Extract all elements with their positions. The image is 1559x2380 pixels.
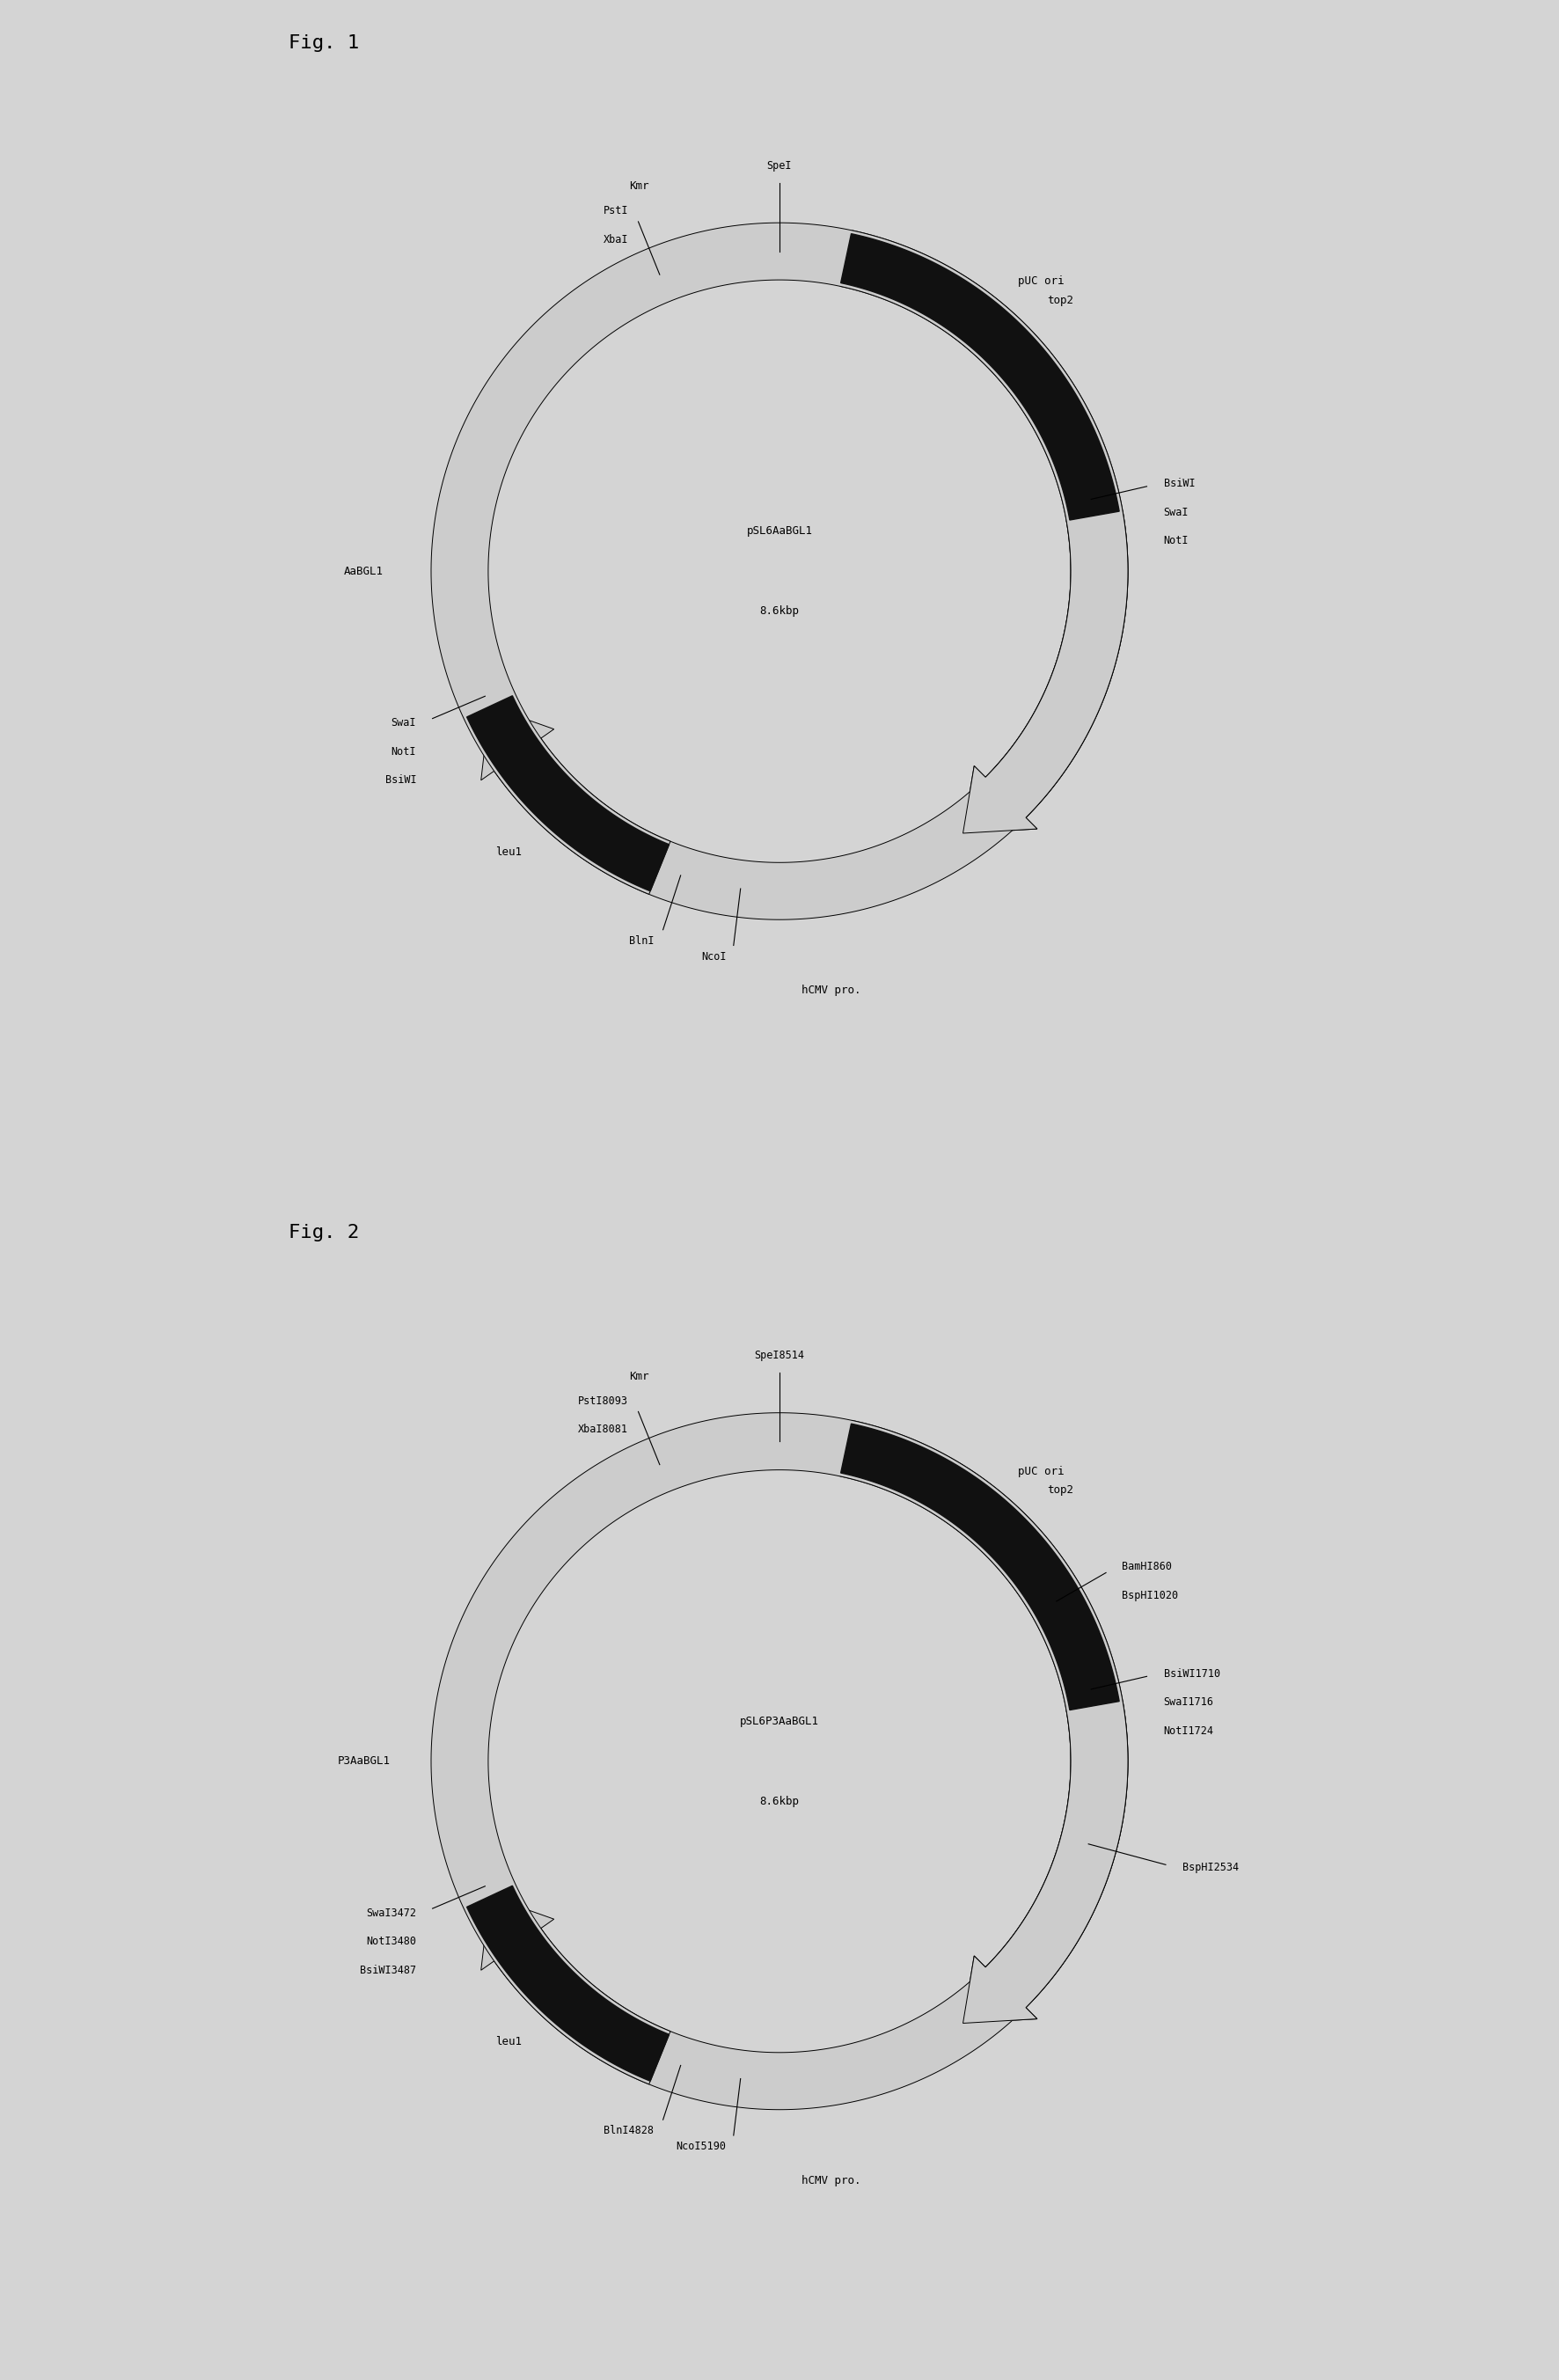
Text: BlnI: BlnI (628, 935, 653, 947)
Text: 8.6kbp: 8.6kbp (759, 1795, 800, 1806)
Text: Fig. 2: Fig. 2 (288, 1223, 359, 1242)
Text: leu1: leu1 (496, 847, 522, 857)
Text: SwaI: SwaI (391, 716, 416, 728)
Text: Fig. 1: Fig. 1 (288, 33, 359, 52)
Text: SwaI1716: SwaI1716 (1163, 1697, 1214, 1709)
Polygon shape (840, 1423, 1119, 1709)
Text: NcoI: NcoI (702, 952, 726, 962)
Text: leu1: leu1 (496, 2037, 522, 2047)
Text: pUC ori: pUC ori (1018, 1466, 1063, 1478)
Text: BamHI860: BamHI860 (1121, 1561, 1172, 1573)
Text: BsiWI1710: BsiWI1710 (1163, 1668, 1221, 1680)
Text: hCMV pro.: hCMV pro. (801, 2175, 861, 2185)
Text: NotI1724: NotI1724 (1163, 1726, 1214, 1737)
Polygon shape (840, 231, 1127, 833)
Text: SpeI: SpeI (767, 159, 792, 171)
Text: BspHI1020: BspHI1020 (1121, 1590, 1179, 1602)
Text: SpeI8514: SpeI8514 (755, 1349, 804, 1361)
Polygon shape (840, 1421, 1127, 2023)
Text: pSL6AaBGL1: pSL6AaBGL1 (747, 526, 812, 538)
Text: BsiWI: BsiWI (385, 774, 416, 785)
Polygon shape (482, 512, 1127, 919)
Text: AaBGL1: AaBGL1 (345, 566, 384, 576)
Polygon shape (466, 695, 669, 890)
Text: Kmr: Kmr (630, 181, 650, 193)
Text: NotI: NotI (391, 745, 416, 757)
Text: SwaI3472: SwaI3472 (366, 1906, 416, 1918)
Text: NotI3480: NotI3480 (366, 1935, 416, 1947)
Polygon shape (432, 224, 1127, 895)
Polygon shape (466, 1885, 669, 2080)
Text: BsiWI: BsiWI (1163, 478, 1196, 490)
Text: PstI: PstI (603, 205, 628, 217)
Polygon shape (840, 233, 1119, 519)
Text: hCMV pro.: hCMV pro. (801, 985, 861, 995)
Text: SwaI: SwaI (1163, 507, 1188, 519)
Text: top2: top2 (1048, 295, 1074, 307)
Text: pSL6P3AaBGL1: pSL6P3AaBGL1 (741, 1716, 818, 1728)
Polygon shape (432, 1414, 1127, 2085)
Text: BlnI4828: BlnI4828 (603, 2125, 653, 2137)
Text: PstI8093: PstI8093 (578, 1395, 628, 1407)
Text: XbaI: XbaI (603, 233, 628, 245)
Text: XbaI8081: XbaI8081 (578, 1423, 628, 1435)
Text: NcoI5190: NcoI5190 (677, 2142, 726, 2152)
Text: P3AaBGL1: P3AaBGL1 (337, 1756, 390, 1766)
Text: NotI: NotI (1163, 536, 1188, 547)
Text: pUC ori: pUC ori (1018, 276, 1063, 288)
Polygon shape (482, 1702, 1127, 2109)
Text: BsiWI3487: BsiWI3487 (360, 1964, 416, 1975)
Text: BspHI2534: BspHI2534 (1182, 1861, 1239, 1873)
Text: Kmr: Kmr (630, 1371, 650, 1383)
Text: 8.6kbp: 8.6kbp (759, 605, 800, 616)
Text: top2: top2 (1048, 1485, 1074, 1497)
